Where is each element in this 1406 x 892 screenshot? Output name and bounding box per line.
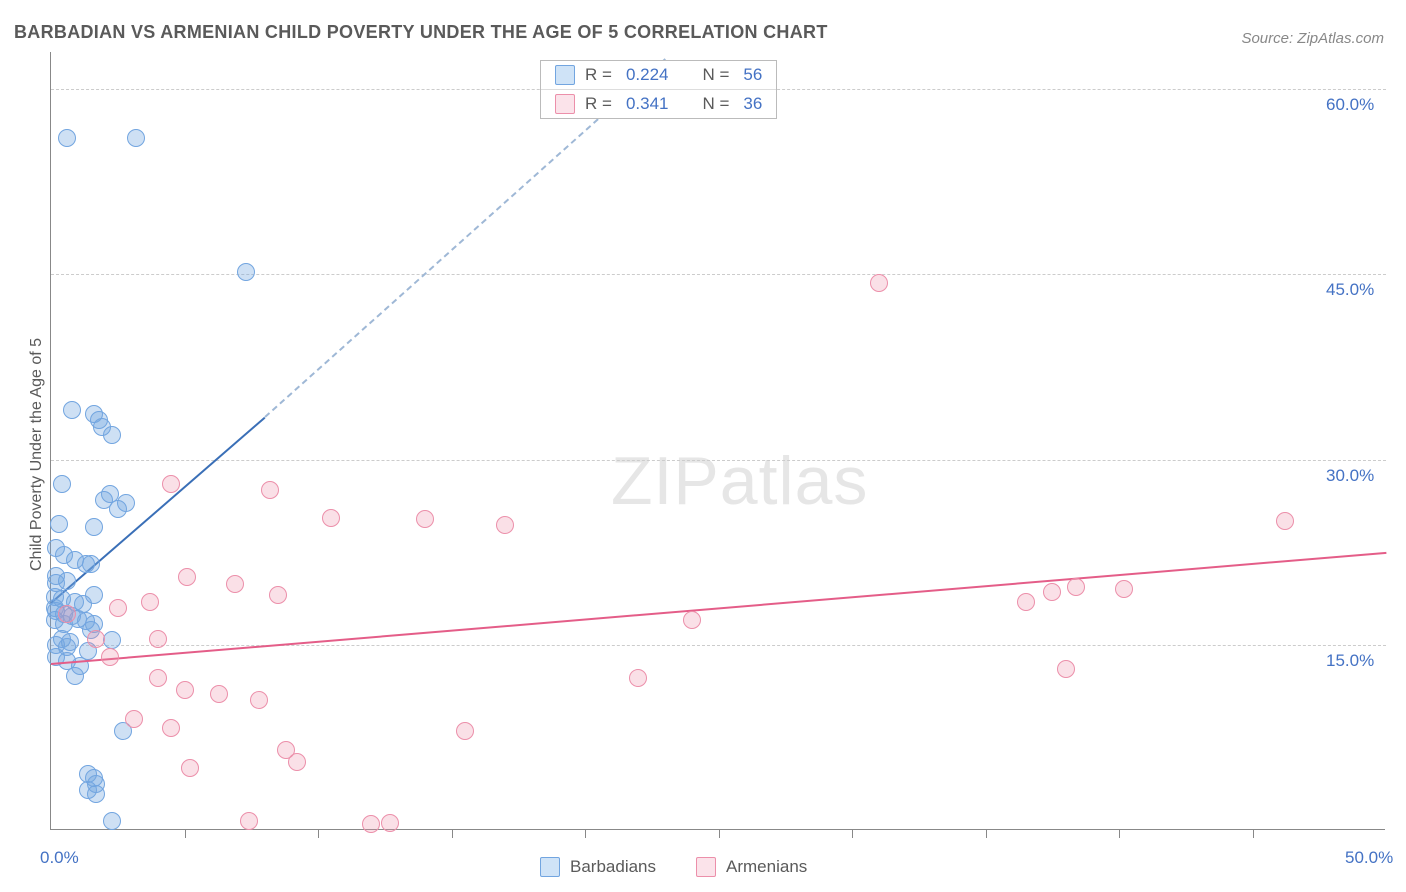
y-tick-label: 15.0% — [1326, 651, 1374, 671]
y-axis-label: Child Poverty Under the Age of 5 — [28, 338, 46, 571]
data-point — [58, 605, 76, 623]
data-point — [127, 129, 145, 147]
stats-swatch — [555, 94, 575, 114]
legend-swatch — [540, 857, 560, 877]
data-point — [103, 426, 121, 444]
plot-area: ZIPatlas 15.0% 30.0% 45.0% 60.0% — [50, 52, 1385, 830]
x-tick — [452, 830, 453, 838]
data-point — [456, 722, 474, 740]
data-point — [1067, 578, 1085, 596]
data-point — [85, 518, 103, 536]
data-point — [117, 494, 135, 512]
legend-label: Armenians — [726, 857, 807, 877]
data-point — [416, 510, 434, 528]
data-point — [181, 759, 199, 777]
data-point — [103, 812, 121, 830]
legend-label: Barbadians — [570, 857, 656, 877]
data-point — [870, 274, 888, 292]
data-point — [1115, 580, 1133, 598]
data-point — [87, 630, 105, 648]
data-point — [288, 753, 306, 771]
x-tick — [318, 830, 319, 838]
stats-n-value: 36 — [743, 94, 762, 114]
data-point — [82, 555, 100, 573]
data-point — [269, 586, 287, 604]
legend-swatch — [696, 857, 716, 877]
y-tick-label: 45.0% — [1326, 280, 1374, 300]
legend-item: Barbadians — [540, 857, 656, 877]
stats-n-value: 56 — [743, 65, 762, 85]
data-point — [381, 814, 399, 832]
data-point — [109, 599, 127, 617]
x-tick — [1119, 830, 1120, 838]
data-point — [496, 516, 514, 534]
data-point — [178, 568, 196, 586]
x-tick-label-start: 0.0% — [40, 848, 79, 868]
data-point — [87, 785, 105, 803]
data-point — [162, 719, 180, 737]
watermark: ZIPatlas — [611, 442, 868, 520]
stats-r-label: R = — [585, 65, 612, 85]
legend: Barbadians Armenians — [540, 857, 807, 877]
x-tick — [585, 830, 586, 838]
data-point — [63, 401, 81, 419]
data-point — [176, 681, 194, 699]
stats-r-value: 0.341 — [626, 94, 669, 114]
data-point — [149, 669, 167, 687]
y-tick-label: 60.0% — [1326, 95, 1374, 115]
stats-swatch — [555, 65, 575, 85]
data-point — [683, 611, 701, 629]
data-point — [629, 669, 647, 687]
stats-r-value: 0.224 — [626, 65, 669, 85]
data-point — [66, 667, 84, 685]
y-tick-label: 30.0% — [1326, 466, 1374, 486]
chart-title: BARBADIAN VS ARMENIAN CHILD POVERTY UNDE… — [14, 22, 828, 43]
stats-row: R = 0.341 N = 36 — [541, 89, 776, 118]
data-point — [53, 475, 71, 493]
stats-row: R = 0.224 N = 56 — [541, 61, 776, 89]
data-point — [141, 593, 159, 611]
data-point — [58, 129, 76, 147]
x-tick — [852, 830, 853, 838]
x-tick — [986, 830, 987, 838]
data-point — [1057, 660, 1075, 678]
watermark-bold: ZIP — [611, 443, 720, 519]
stats-n-label: N = — [702, 94, 729, 114]
data-point — [149, 630, 167, 648]
data-point — [362, 815, 380, 833]
stats-n-label: N = — [702, 65, 729, 85]
trendline — [51, 552, 1386, 665]
data-point — [1043, 583, 1061, 601]
x-tick — [185, 830, 186, 838]
data-point — [210, 685, 228, 703]
legend-item: Armenians — [696, 857, 807, 877]
stats-r-label: R = — [585, 94, 612, 114]
data-point — [237, 263, 255, 281]
data-point — [103, 631, 121, 649]
data-point — [1017, 593, 1035, 611]
data-point — [261, 481, 279, 499]
data-point — [125, 710, 143, 728]
x-tick — [1253, 830, 1254, 838]
data-point — [1276, 512, 1294, 530]
watermark-thin: atlas — [720, 443, 869, 519]
data-point — [85, 586, 103, 604]
x-tick-label-end: 50.0% — [1345, 848, 1393, 868]
x-tick — [719, 830, 720, 838]
correlation-stats-box: R = 0.224 N = 56 R = 0.341 N = 36 — [540, 60, 777, 119]
data-point — [226, 575, 244, 593]
source-attribution: Source: ZipAtlas.com — [1241, 30, 1384, 47]
data-point — [240, 812, 258, 830]
data-point — [162, 475, 180, 493]
data-point — [322, 509, 340, 527]
data-point — [101, 648, 119, 666]
data-point — [250, 691, 268, 709]
grid-line — [51, 460, 1386, 461]
data-point — [50, 515, 68, 533]
